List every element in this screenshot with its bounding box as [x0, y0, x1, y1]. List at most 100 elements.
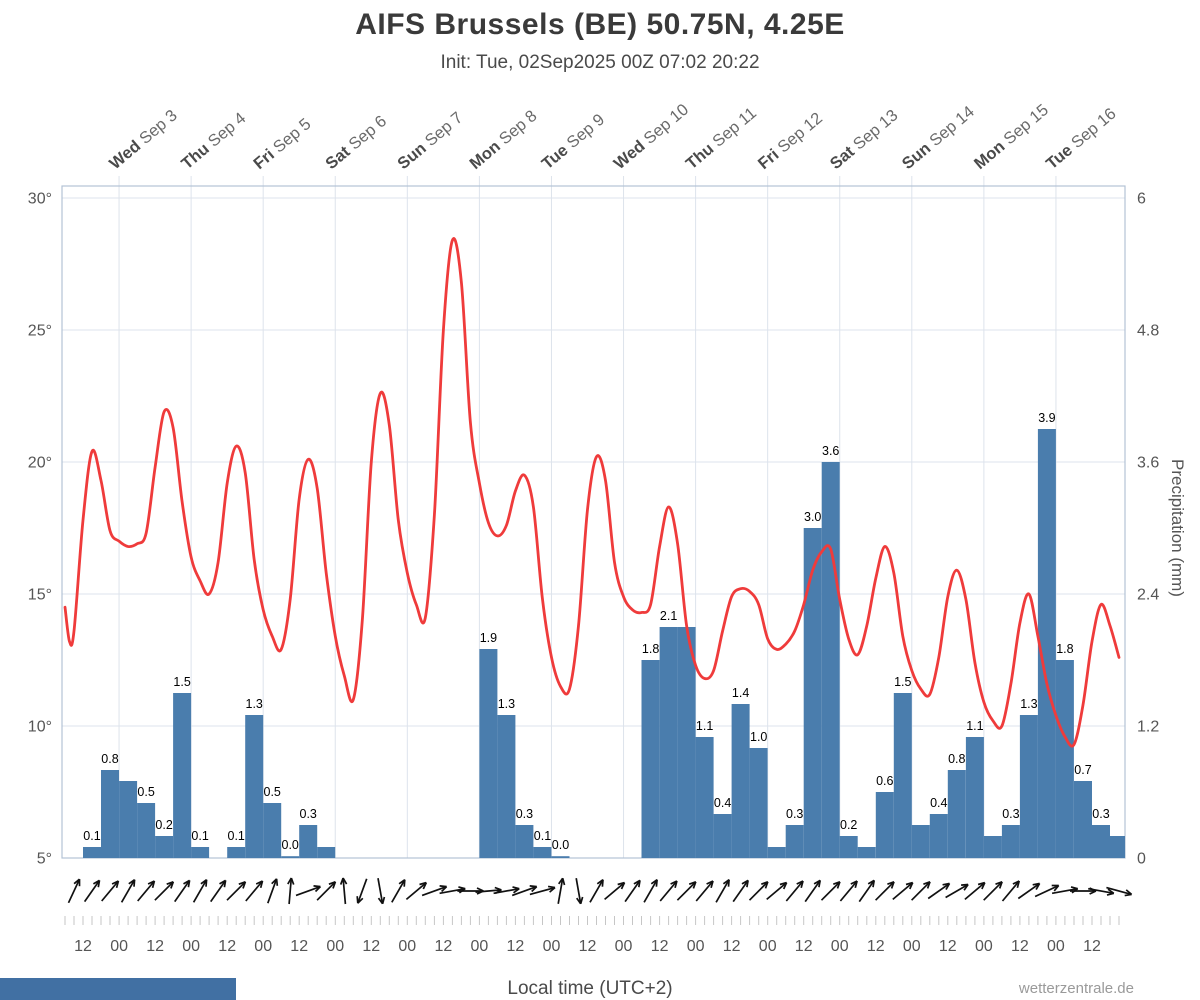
- wind-arrow-head: [111, 880, 119, 885]
- precip-bar-value-label: 1.1: [966, 719, 983, 733]
- wind-arrow-head: [242, 881, 247, 889]
- wind-arrow-icon: [557, 878, 564, 904]
- wind-arrow-icon: [421, 885, 447, 897]
- wind-arrow-icon: [643, 879, 658, 903]
- wind-arrow-head: [706, 880, 714, 885]
- day-label: Tue Sep 16: [1043, 105, 1120, 173]
- wind-arrow-head: [73, 878, 81, 885]
- wind-arrow-icon: [192, 879, 208, 903]
- wind-arrow-icon: [405, 881, 427, 901]
- wind-arrow-icon: [1106, 886, 1132, 896]
- precip-bar: [299, 825, 318, 858]
- precip-bar-value-label: 1.8: [1056, 642, 1073, 656]
- wind-arrow-head: [476, 887, 484, 892]
- wind-arrow-head: [923, 881, 931, 885]
- precip-bar-value-label: 1.3: [498, 697, 515, 711]
- wind-arrow-head: [205, 879, 208, 887]
- wind-arrow-head: [259, 880, 264, 889]
- precip-bar: [101, 770, 119, 858]
- wind-arrow-head: [332, 881, 337, 889]
- precip-bar: [1092, 825, 1110, 858]
- precip-bar-value-label: 0.8: [948, 752, 965, 766]
- wind-arrow-head: [1016, 880, 1021, 889]
- x-tick-label: 12: [218, 938, 236, 955]
- wind-arrow-head: [617, 881, 625, 886]
- wind-arrow-head: [633, 879, 641, 885]
- wind-arrow-head: [531, 885, 538, 893]
- precip-bar: [191, 847, 210, 858]
- wind-arrow-icon: [604, 881, 626, 901]
- wind-arrow-head: [761, 881, 769, 885]
- wind-arrow-head: [818, 880, 822, 888]
- day-label: Wed Sep 10: [611, 101, 693, 174]
- precip-bar: [731, 704, 750, 858]
- wind-arrow-icon: [83, 879, 101, 903]
- wind-arrow-head: [513, 888, 520, 894]
- precip-axis-tick-label: 4.8: [1137, 323, 1159, 340]
- wind-arrow-head: [601, 879, 604, 887]
- precip-bar-value-label: 0.0: [282, 838, 299, 852]
- page-title: AIFS Brussels (BE) 50.75N, 4.25E: [355, 8, 845, 41]
- wind-arrow-head: [620, 882, 626, 890]
- wind-arrow-icon: [766, 881, 788, 901]
- x-tick-label: 00: [759, 938, 777, 955]
- wind-arrow-head: [255, 880, 263, 885]
- precip-bar: [965, 737, 984, 858]
- wind-arrow-head: [942, 882, 950, 886]
- precip-bar-value-label: 1.8: [642, 642, 659, 656]
- precip-axis-tick-label: 1.2: [1137, 719, 1159, 736]
- wind-arrow-head: [813, 879, 821, 885]
- wind-arrow-head: [275, 878, 279, 886]
- wind-arrow-icon: [226, 881, 247, 901]
- watermark: wetterzentrale.de: [1018, 980, 1134, 997]
- wind-arrow-head: [328, 881, 336, 885]
- precip-bar: [281, 856, 300, 858]
- wind-arrow-icon: [342, 877, 347, 905]
- wind-arrow-head: [439, 885, 447, 888]
- wind-arrow-head: [271, 878, 278, 885]
- wind-arrow-head: [200, 879, 208, 885]
- x-tick-label: 12: [74, 938, 92, 955]
- wind-arrow-head: [850, 880, 858, 885]
- wind-arrow-head: [458, 886, 466, 890]
- temp-axis-tick-label: 15°: [28, 587, 52, 604]
- wind-arrow-head: [945, 883, 951, 891]
- wind-arrow-head: [357, 897, 364, 904]
- x-tick-label: 00: [182, 938, 200, 955]
- precip-bar: [821, 462, 840, 858]
- x-tick-label: 12: [939, 938, 957, 955]
- precip-bar: [1037, 429, 1056, 858]
- wind-arrow-head: [1032, 882, 1040, 886]
- wind-arrow-icon: [295, 885, 321, 897]
- wind-arrow-icon: [529, 886, 556, 896]
- x-tick-label: 00: [1047, 938, 1065, 955]
- x-tick-label: 00: [903, 938, 921, 955]
- wind-arrow-head: [133, 879, 136, 887]
- precip-bar: [155, 836, 174, 858]
- wind-arrow-head: [219, 879, 227, 885]
- precip-bar: [1001, 825, 1020, 858]
- precip-bar: [173, 693, 192, 858]
- wind-arrow-head: [854, 880, 858, 889]
- x-tick-label: 12: [795, 938, 813, 955]
- precip-bar-value-label: 3.9: [1038, 411, 1055, 425]
- chart-subtitle: Init: Tue, 02Sep2025 00Z 07:02 20:22: [440, 52, 760, 73]
- precip-bar: [317, 847, 336, 858]
- wind-arrow-head: [151, 880, 156, 889]
- wind-arrow-head: [741, 879, 749, 885]
- wind-arrow-head: [981, 882, 986, 890]
- wind-arrow-head: [596, 879, 604, 885]
- wind-arrow-head: [166, 881, 174, 885]
- wind-arrow-head: [655, 879, 658, 887]
- wind-arrow-head: [800, 880, 804, 889]
- wind-arrow-head: [290, 877, 295, 885]
- precip-bar: [1110, 836, 1125, 858]
- precip-bar-value-label: 0.1: [83, 829, 100, 843]
- precip-bar: [1019, 715, 1038, 858]
- wind-arrow-head: [782, 882, 788, 890]
- day-label: Mon Sep 8: [466, 107, 540, 173]
- wind-arrow-head: [441, 885, 448, 893]
- precip-bar-value-label: 1.9: [480, 631, 497, 645]
- wind-arrow-head: [170, 881, 175, 889]
- day-label: Sat Sep 6: [322, 112, 390, 173]
